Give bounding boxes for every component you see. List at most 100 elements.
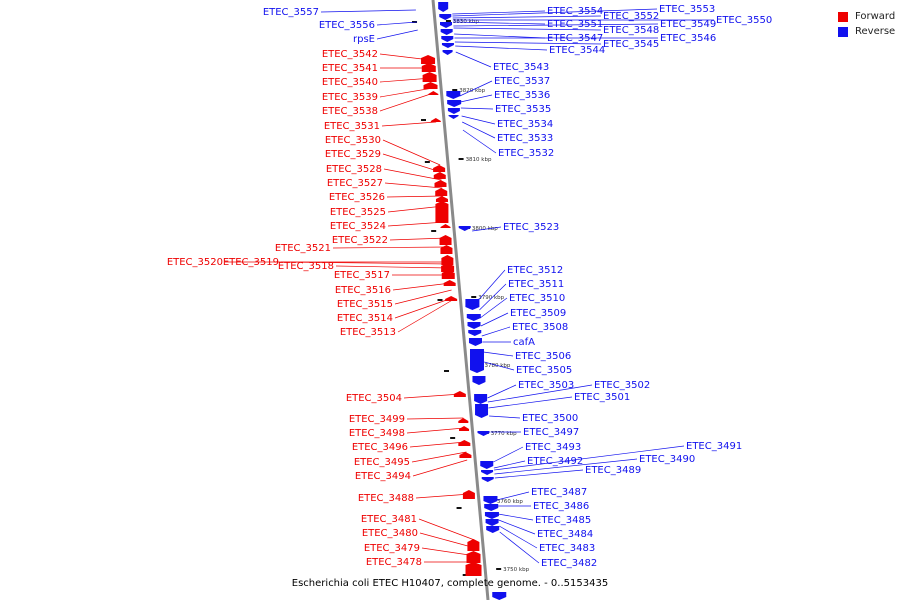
scale-tick-label: 3810 kbp: [466, 157, 492, 163]
reverse-gene-arrow: [458, 226, 471, 231]
reverse-gene-label: cafA: [513, 337, 535, 348]
reverse-gene-arrow: [469, 349, 484, 373]
reverse-gene-label: ETEC_3485: [535, 515, 591, 526]
forward-gene-label-leader: [389, 237, 447, 241]
reverse-gene-label-leader: [453, 23, 659, 27]
reverse-gene-label: ETEC_3557: [263, 7, 319, 18]
reverse-gene-label: ETEC_3484: [537, 529, 593, 540]
forward-gene-arrow: [466, 551, 481, 563]
reverse-gene-label-leader: [454, 33, 546, 39]
reverse-gene-label: ETEC_3487: [531, 487, 587, 498]
forward-gene-arrow: [439, 235, 452, 245]
forward-gene-label-leader: [397, 299, 453, 333]
reverse-gene-label: ETEC_3501: [574, 392, 630, 403]
forward-gene-label: ETEC_3524: [330, 221, 386, 232]
forward-gene-label-leader: [394, 297, 453, 319]
reverse-gene-label: ETEC_3505: [516, 365, 572, 376]
reverse-gene-label-leader: [494, 458, 638, 475]
position-marker: [431, 230, 437, 232]
forward-gene-arrow: [428, 91, 439, 95]
map-caption: Escherichia coli ETEC H10407, complete g…: [291, 578, 609, 589]
reverse-gene-label: ETEC_3543: [493, 62, 549, 73]
forward-gene-label-leader: [406, 417, 464, 420]
reverse-gene-label: ETEC_3532: [498, 148, 554, 159]
forward-gene-label-leader: [403, 393, 462, 399]
reverse-gene-label: ETEC_3545: [603, 39, 659, 50]
forward-gene-label: ETEC_3527: [327, 178, 383, 189]
reverse-gene-label: ETEC_3553: [659, 4, 715, 15]
reverse-gene-arrow: [447, 108, 460, 114]
reverse-gene-arrow: [486, 526, 500, 533]
reverse-gene-arrow: [485, 519, 499, 526]
forward-gene-label-leader: [335, 265, 450, 269]
forward-gene-label: ETEC_3495: [354, 457, 410, 468]
forward-gene-label-leader: [379, 92, 434, 112]
forward-gene-label: ETEC_3513: [340, 327, 396, 338]
reverse-gene-label: ETEC_3556: [319, 20, 375, 31]
reverse-gene-label-leader: [460, 107, 494, 110]
reverse-gene-arrow: [468, 330, 482, 336]
reverse-gene-label-leader: [494, 469, 584, 479]
reverse-gene-label-leader: [499, 525, 538, 549]
forward-gene-label-leader: [415, 493, 471, 499]
forward-gene-label: ETEC_3522: [332, 235, 388, 246]
reverse-gene-label-leader: [484, 361, 515, 371]
forward-gene-label-leader: [387, 205, 444, 213]
forward-gene-arrow: [440, 224, 451, 228]
forward-swatch: [838, 11, 848, 22]
reverse-gene-arrow: [465, 299, 480, 310]
forward-gene-arrow: [422, 72, 437, 82]
reverse-gene-label-leader: [453, 27, 602, 31]
forward-gene-arrow: [458, 418, 469, 423]
forward-gene-label-leader: [419, 532, 476, 549]
reverse-gene-arrow: [475, 404, 489, 418]
reverse-gene-label: ETEC_3493: [525, 442, 581, 453]
legend: Forward Reverse: [838, 9, 895, 39]
reverse-gene-label: ETEC_3511: [508, 279, 564, 290]
scale-tick-label: 3780 kbp: [484, 363, 510, 369]
reverse-gene-label-leader: [454, 41, 602, 45]
reverse-swatch: [838, 26, 848, 37]
forward-gene-arrow: [462, 490, 475, 499]
reverse-gene-label: ETEC_3500: [522, 413, 578, 424]
forward-gene-arrow: [459, 426, 470, 431]
reverse-gene-label: rpsE: [353, 34, 375, 45]
legend-forward: Forward: [838, 9, 895, 24]
reverse-gene-label: ETEC_3497: [523, 427, 579, 438]
reverse-gene-label: ETEC_3544: [549, 45, 605, 56]
reverse-gene-label: ETEC_3486: [533, 501, 589, 512]
reverse-gene-arrow: [474, 394, 488, 404]
forward-gene-arrow: [440, 245, 453, 254]
position-marker: [462, 574, 468, 576]
reverse-gene-label-leader: [489, 415, 521, 419]
reverse-gene-arrow: [438, 2, 449, 12]
reverse-gene-label: ETEC_3510: [509, 293, 565, 304]
forward-gene-arrow: [434, 180, 447, 187]
reverse-gene-label: ETEC_3512: [507, 265, 563, 276]
reverse-gene-label-leader: [498, 513, 534, 521]
reverse-gene-arrow: [483, 496, 498, 504]
reverse-gene-label-leader: [479, 283, 507, 311]
forward-gene-arrow: [421, 55, 436, 64]
reverse-gene-label-leader: [493, 446, 524, 463]
scale-tick-label: 3770 kbp: [491, 431, 517, 437]
forward-gene-label: ETEC_3488: [358, 493, 414, 504]
reverse-gene-label-leader: [480, 312, 509, 327]
reverse-gene-label: ETEC_3490: [639, 454, 695, 465]
forward-gene-label: ETEC_3525: [330, 207, 386, 218]
forward-gene-arrow: [443, 280, 456, 286]
reverse-gene-label: ETEC_3546: [660, 33, 716, 44]
reverse-gene-label: ETEC_3549: [660, 19, 716, 30]
forward-gene-label: ETEC_3519: [223, 257, 279, 268]
reverse-gene-arrow: [480, 461, 494, 469]
forward-gene-label: ETEC_3480: [362, 528, 418, 539]
reverse-gene-label: ETEC_3492: [527, 456, 583, 467]
position-marker: [437, 299, 443, 301]
reverse-gene-label-leader: [499, 531, 540, 564]
forward-gene-label-leader: [280, 261, 450, 265]
reverse-gene-label-leader: [487, 384, 517, 399]
forward-gene-arrow: [435, 196, 448, 202]
reverse-gene-label: ETEC_3537: [494, 76, 550, 87]
reverse-gene-label: ETEC_3506: [515, 351, 571, 362]
reverse-gene-label-leader: [462, 121, 496, 139]
